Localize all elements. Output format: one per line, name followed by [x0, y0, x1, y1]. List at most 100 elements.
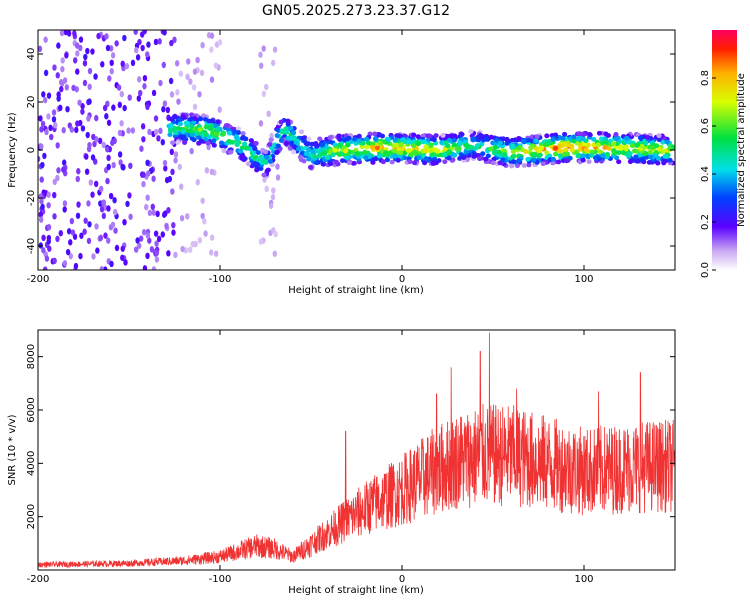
spectrogram-cell — [374, 145, 381, 151]
spectrogram-cell — [285, 135, 291, 141]
spectrogram-cell — [440, 132, 446, 138]
spectrogram-cell — [451, 152, 457, 158]
spectrogram-cell — [137, 242, 142, 249]
spectrogram-cell — [656, 137, 662, 143]
spectrogram-cell — [552, 145, 559, 151]
spectrogram-cell — [327, 135, 333, 141]
spectrogram-cell — [173, 130, 179, 136]
snr-series-line — [38, 332, 675, 569]
spectrogram-ytick-label: 40 — [26, 48, 37, 61]
spectrogram-cell — [128, 162, 133, 170]
snr-ylabel: SNR (10 * v/v) — [7, 414, 18, 485]
spectrogram-cell — [187, 246, 193, 253]
spectrogram-cell — [600, 153, 606, 159]
spectrogram-cell — [271, 187, 276, 194]
spectrogram-cell — [415, 141, 422, 147]
spectrogram-cell — [200, 197, 205, 204]
spectrogram-cell — [182, 140, 188, 145]
spectrogram-cell — [347, 149, 353, 155]
colorbar-gradient — [712, 30, 737, 270]
spectrogram-cell — [598, 149, 604, 155]
spectrogram-cell — [504, 141, 510, 146]
spectrogram-cell — [369, 144, 376, 150]
spectrogram-cell — [272, 46, 278, 53]
spectrogram-cell — [69, 126, 75, 133]
spectrogram-cell — [389, 159, 395, 165]
spectrogram-cell — [591, 136, 597, 142]
spectrogram-cell — [146, 170, 151, 177]
spectrogram-cell — [175, 89, 180, 96]
spectrogram-cell — [43, 69, 49, 77]
spectrogram-cell — [124, 62, 130, 70]
spectrogram-cell — [162, 100, 168, 107]
spectrogram-cell — [311, 153, 317, 159]
spectrogram-cell — [213, 131, 219, 137]
spectrogram-cell — [80, 103, 85, 110]
spectrogram-cell — [197, 237, 203, 244]
spectrogram-cell — [145, 103, 150, 111]
spectrogram-cell — [226, 130, 232, 136]
spectrogram-cell — [114, 40, 119, 47]
spectrogram-cell — [378, 141, 384, 147]
spectrogram-cell — [192, 103, 198, 110]
spectrogram-cell — [61, 159, 67, 166]
spectrogram-cell — [644, 154, 650, 160]
spectrogram-cell — [451, 137, 457, 143]
spectrogram-cell — [631, 148, 638, 154]
spectrogram-cell — [123, 259, 128, 266]
spectrogram-cell — [46, 238, 51, 245]
spectrogram-cell — [170, 188, 175, 195]
spectrogram-cell — [80, 125, 86, 132]
spectrogram-cell — [328, 148, 334, 154]
spectrogram-cell — [333, 159, 340, 165]
spectrogram-cell — [258, 238, 264, 245]
spectrogram-cell — [178, 70, 184, 77]
spectrogram-cell — [627, 159, 634, 165]
spectrogram-cell — [164, 222, 169, 230]
spectrogram-cell — [405, 148, 412, 154]
spectrogram-cell — [166, 250, 171, 257]
spectrogram-cell — [96, 32, 101, 40]
spectrogram-cell — [275, 143, 281, 149]
spectrogram-cell — [120, 254, 125, 261]
spectrogram-cell — [272, 250, 278, 257]
spectrogram-cell — [215, 119, 221, 125]
spectrogram-cell — [107, 75, 112, 82]
spectrogram-cell — [42, 96, 48, 104]
spectrogram-cell — [73, 262, 79, 270]
spectrogram-cell — [86, 237, 92, 245]
spectrogram-cell — [75, 120, 80, 127]
spectrogram-cell — [464, 142, 470, 148]
snr-xtick-label: 0 — [399, 574, 405, 585]
spectrogram-cell — [586, 159, 592, 165]
spectrogram-cell — [145, 51, 150, 58]
spectrogram-cell — [275, 163, 280, 170]
spectrogram-cell — [209, 168, 214, 176]
spectrogram-cell — [47, 245, 52, 252]
colorbar-tick-label: 0.8 — [700, 70, 711, 86]
spectrogram-cell — [283, 130, 289, 135]
spectrogram-cell — [595, 142, 601, 148]
spectrogram-cell — [436, 158, 442, 163]
spectrogram-cell — [200, 212, 205, 220]
snr-frame — [37, 329, 676, 571]
spectrogram-cell — [550, 137, 556, 142]
spectrogram-cell — [163, 165, 168, 172]
spectrogram-cell — [617, 146, 624, 151]
spectrogram-cell — [428, 142, 434, 148]
spectrogram-cell — [188, 128, 194, 134]
spectrogram-cell — [392, 137, 399, 143]
spectrogram-cell — [206, 118, 212, 124]
spectrogram-cell — [580, 136, 586, 142]
spectrogram-cell — [226, 138, 232, 144]
spectrogram-cell — [154, 249, 160, 257]
spectrogram-cell — [287, 146, 293, 151]
spectrogram-cell — [327, 161, 334, 167]
spectrogram-cell — [118, 159, 123, 166]
spectrogram-cell — [44, 128, 49, 136]
spectrogram-cell — [189, 147, 194, 155]
spectrogram-cell — [72, 57, 78, 64]
spectrogram-cell — [616, 150, 622, 155]
spectrogram-cell — [162, 159, 168, 167]
spectrogram-cell — [196, 135, 202, 140]
